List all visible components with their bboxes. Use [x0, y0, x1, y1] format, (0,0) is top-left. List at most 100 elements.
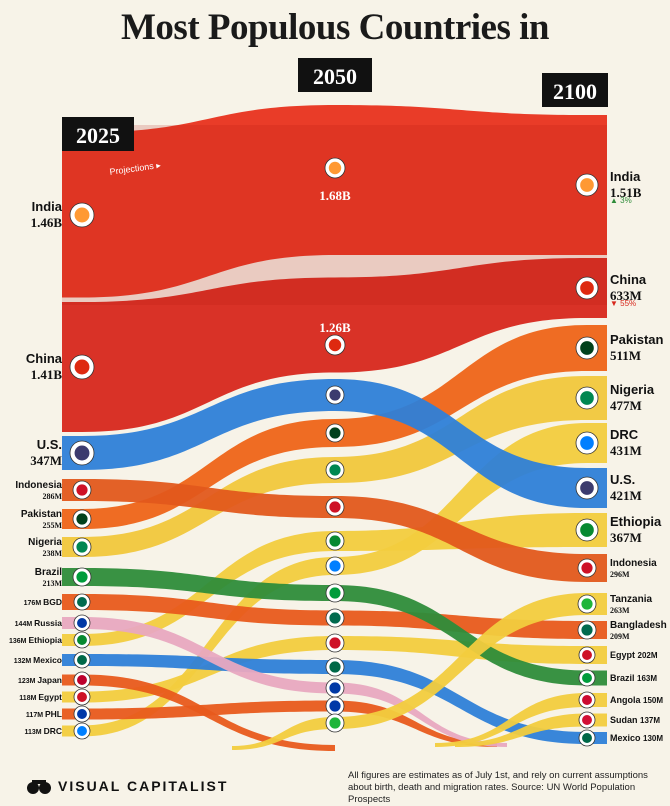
label-2025-egypt: 118M Egypt — [19, 692, 62, 702]
year-2050-box — [298, 58, 372, 92]
visual-capitalist-logo-icon — [27, 780, 51, 794]
label-2025-russia: 144M Russia — [15, 618, 63, 628]
sudan-flag-icon — [578, 711, 596, 729]
label-2100-drc-value: 431M — [610, 443, 642, 458]
flow-band-tanzania — [232, 593, 607, 750]
label-2025-drc-name: DRC — [44, 726, 62, 736]
label-2100-pakistan-name: Pakistan — [610, 332, 664, 347]
label-2100-us-value: 421M — [610, 488, 642, 503]
tanzania-flag-icon — [325, 713, 345, 733]
label-2100-sudan-name: Sudan — [610, 715, 640, 725]
label-2025-philippines-name: PHL — [45, 709, 62, 719]
drc-flag-icon — [575, 431, 599, 455]
label-2025-drc-value: 113M — [25, 729, 44, 736]
egypt-flag-icon — [578, 646, 596, 664]
angola-flag-icon — [578, 691, 596, 709]
label-2100-mexico-name: Mexico — [610, 733, 643, 743]
us-flag-icon — [69, 440, 95, 466]
label-2100-indonesia-value: 296M — [610, 570, 630, 579]
label-2100-china-value: 633M — [610, 288, 642, 303]
china-flag-icon — [324, 334, 346, 356]
year-2025-box — [62, 117, 134, 151]
brazil-flag-icon — [325, 583, 345, 603]
label-2025-indonesia-name: Indonesia — [15, 480, 62, 491]
label-2100-tanzania-value: 263M — [610, 606, 630, 615]
label-2100-drc-name: DRC — [610, 427, 639, 442]
nigeria-flag-icon — [325, 460, 345, 480]
label-2025-bangladesh: 176M BGD — [24, 597, 62, 607]
brazil-flag-icon — [578, 669, 596, 687]
china-flag-icon — [575, 276, 599, 300]
label-2025-russia-value: 144M — [15, 621, 34, 628]
label-2025-brazil-value: 213M — [42, 579, 62, 588]
nigeria-flag-icon — [575, 386, 599, 410]
label-2100-ethiopia-name: Ethiopia — [610, 514, 662, 529]
label-2025-pakistan-value: 255M — [42, 521, 62, 530]
label-2025-india-value: 1.46B — [31, 215, 63, 230]
india-change: ▲ 3% — [610, 196, 632, 205]
drc-flag-icon — [73, 722, 91, 740]
flow-band-japan — [62, 674, 335, 751]
indonesia-flag-icon — [577, 558, 597, 578]
source-note: All figures are estimates as of July 1st… — [348, 770, 648, 805]
label-2025-philippines-value: 117M — [26, 712, 45, 719]
bangladesh-flag-icon — [325, 608, 345, 628]
label-2025-japan: 123M Japan — [18, 675, 62, 685]
label-2100-angola: Angola 150M — [610, 695, 663, 705]
label-2025-philippines: 117M PHL — [26, 709, 62, 719]
russia-flag-icon — [73, 614, 91, 632]
india-flag-icon — [69, 202, 95, 228]
bangladesh-flag-icon — [577, 620, 597, 640]
label-2100-ethiopia-value: 367M — [610, 530, 642, 545]
label-2025-japan-value: 123M — [18, 678, 37, 685]
brazil-flag-icon — [72, 567, 92, 587]
brand-name: VISUAL CAPITALIST — [58, 778, 229, 794]
label-2025-bangladesh-value: 176M — [24, 600, 43, 607]
label-2100-angola-value: 150M — [643, 696, 663, 705]
label-2025-nigeria-name: Nigeria — [28, 537, 62, 548]
label-2100-egypt: Egypt 202M — [610, 650, 658, 660]
egypt-flag-icon — [73, 688, 91, 706]
label-2025-us-value: 347M — [30, 453, 62, 468]
flow-band-russia — [62, 617, 507, 747]
russia-flag-icon — [325, 678, 345, 698]
label-2025-indonesia-value: 286M — [42, 492, 62, 501]
label-2100-tanzania-name: Tanzania — [610, 594, 652, 605]
pakistan-flag-icon — [325, 423, 345, 443]
egypt-flag-icon — [325, 633, 345, 653]
drc-flag-icon — [325, 556, 345, 576]
label-2025-russia-name: Russia — [34, 618, 62, 628]
label-2025-mexico-value: 132M — [14, 658, 33, 665]
label-2025-pakistan-name: Pakistan — [21, 509, 62, 520]
crowd-texture — [62, 125, 607, 305]
pakistan-flag-icon — [575, 336, 599, 360]
bangladesh-flag-icon — [73, 593, 91, 611]
flow-band-sudan — [455, 713, 607, 747]
label-2025-ethiopia-value: 136M — [9, 638, 28, 645]
label-2100-indonesia-name: Indonesia — [610, 558, 657, 569]
us-flag-icon — [575, 476, 599, 500]
china-flag-icon — [69, 354, 95, 380]
mexico-flag-icon — [325, 657, 345, 677]
label-2025-egypt-name: Egypt — [38, 692, 62, 702]
flow-band-us — [62, 379, 607, 508]
label-2025-nigeria-value: 238M — [42, 549, 62, 558]
label-2100-brazil: Brazil 163M — [610, 673, 657, 683]
label-2025-mexico: 132M Mexico — [14, 655, 62, 665]
label-2025-brazil-name: Brazil — [35, 567, 62, 578]
year-2100: 2100 — [553, 79, 597, 104]
label-2100-india-value: 1.51B — [610, 185, 642, 200]
label-2100-mexico-value: 130M — [643, 734, 663, 743]
flow-band-angola — [435, 693, 607, 747]
label-2100-sudan-value: 137M — [640, 716, 660, 725]
pakistan-flag-icon — [72, 509, 92, 529]
page-title: Most Populous Countries in — [121, 7, 549, 48]
year-2100-box — [542, 73, 608, 107]
label-2025-bangladesh-name: BGD — [43, 597, 62, 607]
philippines-flag-icon — [73, 705, 91, 723]
label-2100-brazil-value: 163M — [637, 674, 657, 683]
label-2100-brazil-name: Brazil — [610, 673, 637, 683]
label-2100-bangladesh-value: 209M — [610, 632, 630, 641]
year-2050: 2050 — [313, 64, 357, 89]
